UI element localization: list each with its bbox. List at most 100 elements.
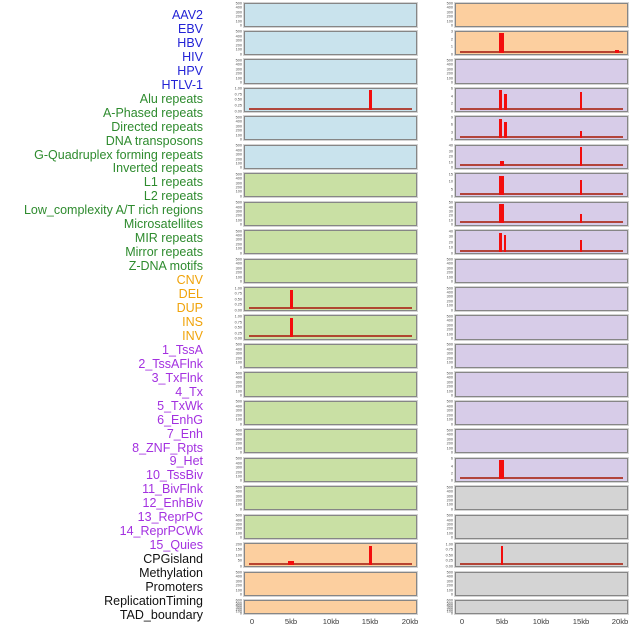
y-tick-label: 3 xyxy=(450,29,453,34)
y-tick-label: 200 xyxy=(235,606,242,612)
y-tick-label: 200 xyxy=(446,14,453,19)
y-tick-label: 100 xyxy=(235,218,242,223)
y-tick-label: 10 xyxy=(448,160,453,165)
spike-bar-cnv xyxy=(288,561,294,565)
spike-bar-promoters xyxy=(500,545,503,565)
panel-12-enhbiv xyxy=(454,372,628,397)
y-tick-label: 200 xyxy=(446,606,453,612)
y-tick-label: 300 xyxy=(235,123,242,129)
y-tick-label: 40 xyxy=(448,228,453,233)
y-tick-label: 0 xyxy=(239,222,242,227)
row-label-l1-repeats: L1 repeats xyxy=(143,175,203,190)
y-tick-label: 400 xyxy=(235,432,242,437)
panel-methylation xyxy=(454,514,628,539)
y-tick-label: 2 xyxy=(450,101,453,106)
y-tick-label: 100 xyxy=(446,303,453,308)
panel-ebv xyxy=(244,30,417,56)
y-tick-label: 500 xyxy=(446,1,453,6)
y-tick-label: 400 xyxy=(446,347,453,352)
row-label-l2-repeats: L2 repeats xyxy=(143,189,203,204)
spike-bar-4-tx xyxy=(579,147,582,167)
y-tick-label: 400 xyxy=(235,602,242,607)
x-tick-label-right: 5kb xyxy=(495,617,508,626)
y-tick-label: 200 xyxy=(235,14,242,19)
y-tick-label: 1.00 xyxy=(445,541,453,546)
y-tick-label: 100 xyxy=(235,587,242,593)
y-tick-label: 0.00 xyxy=(234,307,242,313)
baseline-15-quies xyxy=(459,477,623,480)
x-tick-label-left: 15kb xyxy=(361,617,379,626)
y-tick-label: 500 xyxy=(446,371,453,376)
y-tick-label: 500 xyxy=(446,427,453,433)
panel-hpv xyxy=(244,116,417,141)
y-tick-label: 400 xyxy=(235,204,242,209)
baseline-3-txflnk xyxy=(459,136,623,138)
panel-alu-repeats xyxy=(244,173,417,198)
y-tick-label: 100 xyxy=(446,587,453,593)
row-label-15-quies: 15_Quies xyxy=(149,538,203,553)
y-tick-label: 200 xyxy=(446,441,453,446)
y-tick-label: 0 xyxy=(450,393,453,398)
y-tick-label: 0 xyxy=(239,364,242,369)
row-label-13-reprpc: 13_ReprPC xyxy=(137,510,203,525)
y-tick-label: 400 xyxy=(446,375,453,380)
panel-dup xyxy=(244,599,417,615)
panel-directed-repeats xyxy=(244,230,417,255)
y-tick-label: 500 xyxy=(446,513,453,518)
panel-dna-transposons xyxy=(244,258,417,283)
y-tick-label: 200 xyxy=(235,71,242,76)
y-tick-label: 300 xyxy=(446,522,453,527)
y-tick-label: 500 xyxy=(235,456,242,461)
y-tick-label: 300 xyxy=(446,604,453,610)
y-tick-label: 500 xyxy=(235,399,242,404)
spike-bar-g-quadruplex-forming-repeats xyxy=(289,289,293,309)
y-tick-label: 4 xyxy=(450,463,453,468)
panel-z-dna-motifs xyxy=(244,514,417,539)
y-tick-label: 0 xyxy=(450,51,453,57)
row-label-mir-repeats: MIR repeats xyxy=(134,231,203,246)
y-tick-label: 200 xyxy=(235,384,242,389)
y-tick-label: 100 xyxy=(235,417,242,422)
y-tick-label: 600 xyxy=(235,598,242,603)
y-tick-label: 0 xyxy=(450,222,453,227)
row-label-14-reprpcwk: 14_ReprPCWk xyxy=(119,524,203,539)
y-tick-label: 300 xyxy=(235,436,242,442)
y-tick-label: 200 xyxy=(446,498,453,503)
y-tick-label: 300 xyxy=(446,266,453,271)
y-tick-label: 100 xyxy=(235,474,242,479)
panel-13-reprpc xyxy=(454,400,628,425)
row-label-dup: DUP xyxy=(176,301,203,315)
y-tick-label: 300 xyxy=(446,379,453,385)
row-label-hbv: HBV xyxy=(177,35,203,50)
y-tick-label: 500 xyxy=(446,257,453,262)
y-tick-label: 400 xyxy=(446,574,453,579)
baseline-g-quadruplex-forming-repeats xyxy=(249,306,412,309)
y-tick-label: 0 xyxy=(450,80,453,85)
y-tick-label: 400 xyxy=(446,62,453,67)
y-tick-label: 0 xyxy=(239,535,242,540)
row-label-4-tx: 4_Tx xyxy=(175,384,203,399)
y-tick-label: 300 xyxy=(446,408,453,413)
y-tick-label: 100 xyxy=(235,552,242,558)
y-tick-label: 1.00 xyxy=(234,86,242,91)
y-tick-label: 300 xyxy=(446,436,453,442)
row-label-aav2: AAV2 xyxy=(171,8,203,22)
baseline-inverted-repeats xyxy=(249,335,412,338)
y-tick-label: 500 xyxy=(446,342,453,347)
spike-bar-5-txwk xyxy=(579,179,582,195)
y-tick-label: 500 xyxy=(235,1,242,6)
spike-bar-7-enh xyxy=(579,239,582,252)
y-tick-label: 300 xyxy=(446,579,453,584)
y-tick-label: 0.25 xyxy=(234,302,242,307)
y-tick-label: 100 xyxy=(446,18,453,24)
y-tick-label: 300 xyxy=(235,152,242,157)
y-tick-label: 500 xyxy=(235,114,242,120)
y-tick-label: 400 xyxy=(446,602,453,607)
y-tick-label: 400 xyxy=(446,261,453,266)
baseline-6-enhg xyxy=(459,221,623,224)
y-tick-label: 500 xyxy=(446,484,453,490)
row-label-replicationtiming: ReplicationTiming xyxy=(104,594,203,609)
y-tick-label: 0 xyxy=(450,194,453,199)
y-tick-label: 1.00 xyxy=(234,314,242,319)
y-tick-label: 200 xyxy=(446,583,453,588)
